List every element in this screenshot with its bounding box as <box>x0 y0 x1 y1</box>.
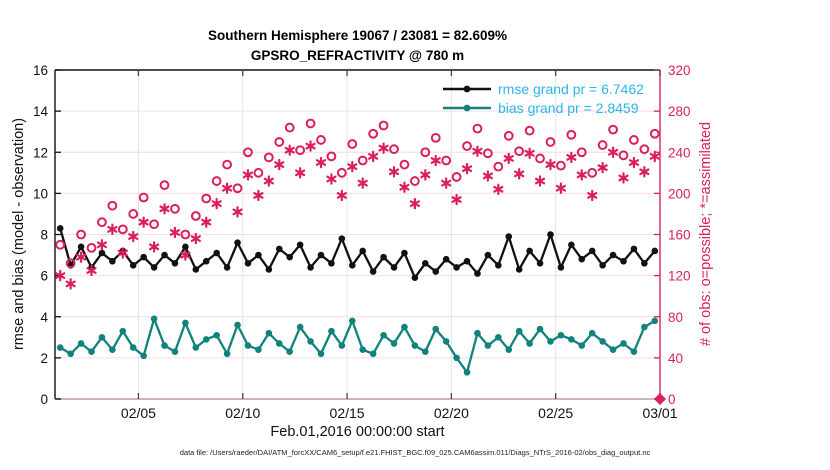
svg-text:0: 0 <box>40 392 48 407</box>
svg-text:16: 16 <box>33 63 48 78</box>
svg-text:02/15: 02/15 <box>330 405 365 421</box>
grid-horizontal <box>55 110 660 359</box>
end-diamond-marker <box>654 393 666 405</box>
left-ticks-and-labels: 0 2 4 6 8 10 12 14 16 <box>33 63 61 407</box>
legend-item-bias: bias grand pr = 2.8459 <box>441 98 644 117</box>
grid-vertical <box>137 70 557 399</box>
svg-text:0: 0 <box>668 392 676 407</box>
svg-text:320: 320 <box>668 63 691 78</box>
series-assimilated <box>55 140 660 290</box>
right-ticks-and-labels: 0 40 80 120 160 200 240 280 320 <box>654 63 691 407</box>
svg-text:02/20: 02/20 <box>434 405 469 421</box>
bias-line-sample-icon <box>443 104 491 111</box>
svg-text:02/05: 02/05 <box>121 405 156 421</box>
chart-title: Southern Hemisphere 19067 / 23081 = 82.6… <box>207 28 508 43</box>
svg-text:280: 280 <box>668 104 691 119</box>
series-rmse <box>56 225 659 281</box>
svg-text:03/01: 03/01 <box>642 405 677 421</box>
svg-text:14: 14 <box>33 104 49 119</box>
svg-text:2: 2 <box>40 351 48 366</box>
svg-text:02/25: 02/25 <box>538 405 573 421</box>
legend: rmse grand pr = 6.7462 bias grand pr = 2… <box>441 79 644 117</box>
rmse-line-sample-icon <box>443 85 491 92</box>
svg-text:200: 200 <box>668 186 691 201</box>
svg-text:10: 10 <box>33 186 48 201</box>
legend-item-rmse: rmse grand pr = 6.7462 <box>441 79 644 98</box>
svg-text:40: 40 <box>668 351 683 366</box>
legend-label-rmse: rmse grand pr = 6.7462 <box>498 80 644 97</box>
svg-text:80: 80 <box>668 310 683 325</box>
x-axis-label: Feb.01,2016 00:00:00 start <box>270 424 445 440</box>
svg-text:240: 240 <box>668 145 691 160</box>
svg-text:12: 12 <box>33 145 48 160</box>
svg-text:8: 8 <box>40 228 48 243</box>
svg-text:4: 4 <box>40 310 48 325</box>
svg-text:02/10: 02/10 <box>225 405 260 421</box>
x-ticks-and-labels: 02/05 02/10 02/15 02/20 02/25 03/01 <box>121 70 678 421</box>
chart-subtitle: GPSRO_REFRACTIVITY @ 780 m <box>250 48 465 63</box>
footer-data-file: data file: /Users/raeder/DAI/ATM_forcXX/… <box>179 448 651 457</box>
svg-text:120: 120 <box>668 269 691 284</box>
legend-label-bias: bias grand pr = 2.8459 <box>498 99 639 116</box>
svg-text:160: 160 <box>668 228 691 243</box>
series-bias <box>56 315 659 376</box>
series-possible <box>55 118 660 269</box>
svg-text:6: 6 <box>40 269 48 284</box>
